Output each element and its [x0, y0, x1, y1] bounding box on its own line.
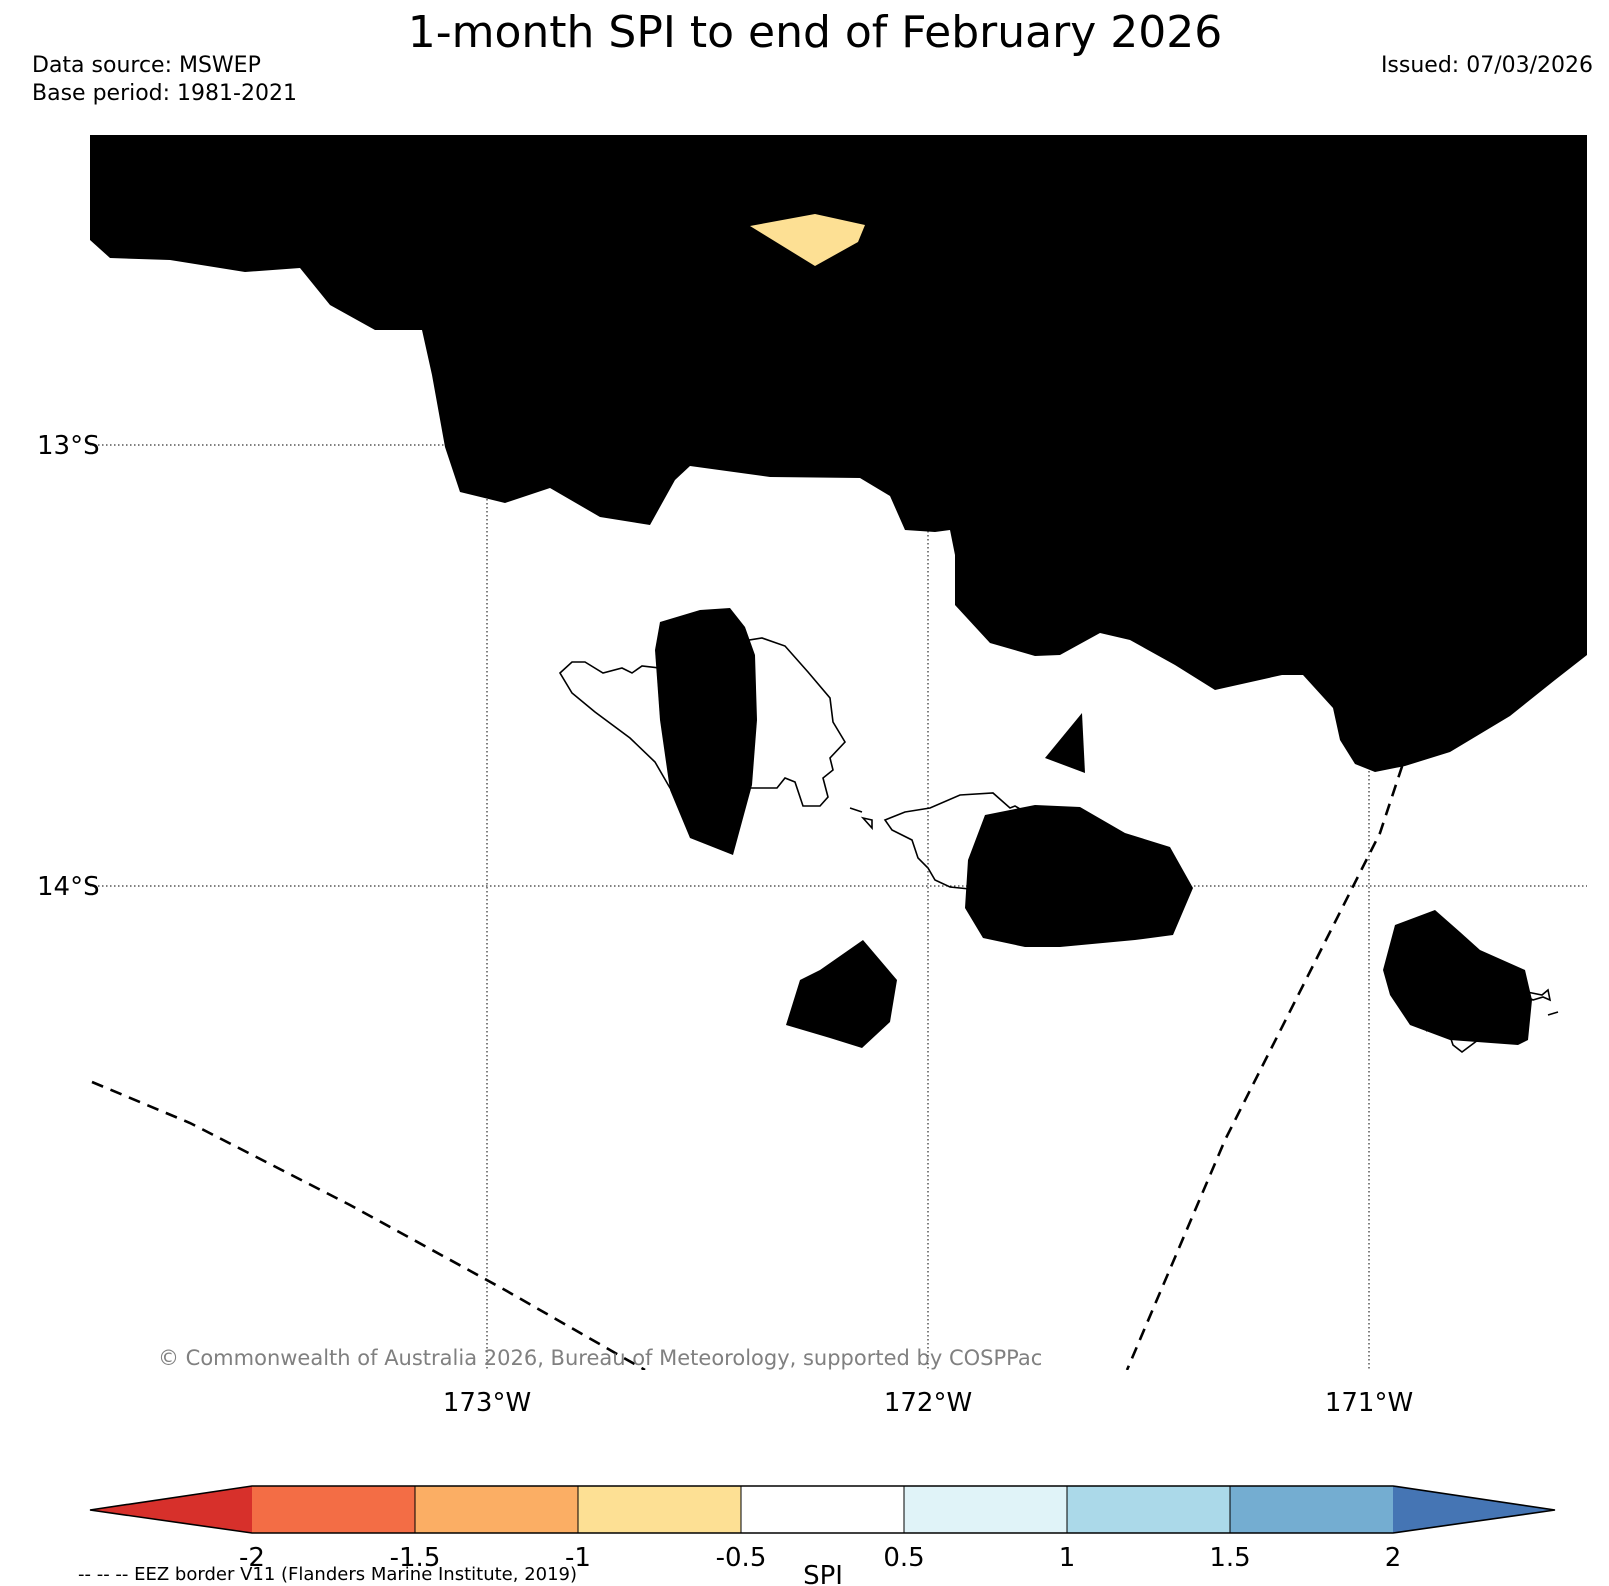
eez-borders — [91, 137, 1570, 1370]
colorbar-tick-label: 1 — [1059, 1543, 1076, 1573]
spi-region-tutuila — [1383, 910, 1532, 1045]
map-title: 1-month SPI to end of February 2026 — [408, 7, 1222, 58]
colorbar-tick-label: -2 — [239, 1543, 265, 1573]
spi-region-near-normal-pocket — [750, 214, 865, 266]
colorbar-dividers — [414, 1486, 1231, 1533]
map-panel: © Commonwealth of Australia 2026, Bureau… — [90, 135, 1587, 1370]
colorbar-segment — [578, 1486, 741, 1533]
spi-region-dry-north — [90, 135, 1587, 772]
coastline-upolu — [883, 792, 1179, 916]
colorbar-extension-low — [90, 1486, 252, 1533]
coastline-tutuila — [1426, 988, 1552, 1033]
spi-region-small-triangle — [1045, 713, 1085, 773]
colorbar-tick-label: -1.5 — [390, 1543, 441, 1573]
colorbar-segment — [741, 1486, 904, 1533]
spi-region-upolu-orange — [993, 872, 1103, 902]
graticule — [90, 135, 1587, 1370]
eez-border-southwest — [91, 1080, 646, 1370]
colorbar-tick-label: 1.5 — [1209, 1543, 1250, 1573]
data-source: Data source: MSWEP — [32, 53, 261, 78]
lon-label-171w: 171°W — [1325, 1388, 1413, 1418]
colorbar-outline — [89, 1485, 1556, 1534]
colorbar-segment — [415, 1486, 578, 1533]
coastline-aunuu — [1447, 1019, 1496, 1054]
eez-border-east — [1125, 272, 1570, 1370]
colorbar-tick-label: 2 — [1385, 1543, 1402, 1573]
spi-region-savaii-orange — [680, 658, 730, 700]
colorbar-segment — [1230, 1486, 1393, 1533]
lon-label-173w: 173°W — [443, 1388, 531, 1418]
copyright-notice: © Commonwealth of Australia 2026, Bureau… — [158, 1346, 1042, 1370]
coastline-tutuila-east — [1547, 1011, 1559, 1016]
lat-label-13s: 13°S — [37, 431, 100, 461]
colorbar-segment — [904, 1486, 1067, 1533]
colorbar: -2 -1.5 -1 -0.5 0.5 1 1.5 2 SPI — [89, 1485, 1556, 1586]
colorbar-tick-label: -1 — [565, 1543, 591, 1573]
colorbar-segment — [252, 1486, 415, 1533]
base-period: Base period: 1981-2021 — [32, 81, 297, 106]
spi-region-small-south — [786, 940, 897, 1048]
eez-legend-note: -- -- -- EEZ border V11 (Flanders Marine… — [78, 1564, 577, 1585]
colorbar-tick-label: -0.5 — [716, 1543, 767, 1573]
colorbar-tick-label: 0.5 — [883, 1543, 924, 1573]
coastline-savaii — [558, 637, 846, 807]
colorbar-title: SPI — [803, 1561, 843, 1586]
lat-label-14s: 14°S — [37, 872, 100, 902]
coastline-apolima — [860, 816, 873, 831]
colorbar-extension-high — [1393, 1486, 1555, 1533]
coastline-manono — [849, 807, 863, 813]
coastlines — [558, 637, 1559, 1054]
eez-border-north — [1099, 137, 1569, 275]
colorbar-segment — [1067, 1486, 1230, 1533]
issued-date: Issued: 07/03/2026 — [1381, 53, 1593, 78]
colorbar-tick-labels: -2 -1.5 -1 -0.5 0.5 1 1.5 2 — [239, 1543, 1401, 1573]
spi-region-savaii — [655, 608, 757, 855]
lon-label-172w: 172°W — [884, 1388, 972, 1418]
